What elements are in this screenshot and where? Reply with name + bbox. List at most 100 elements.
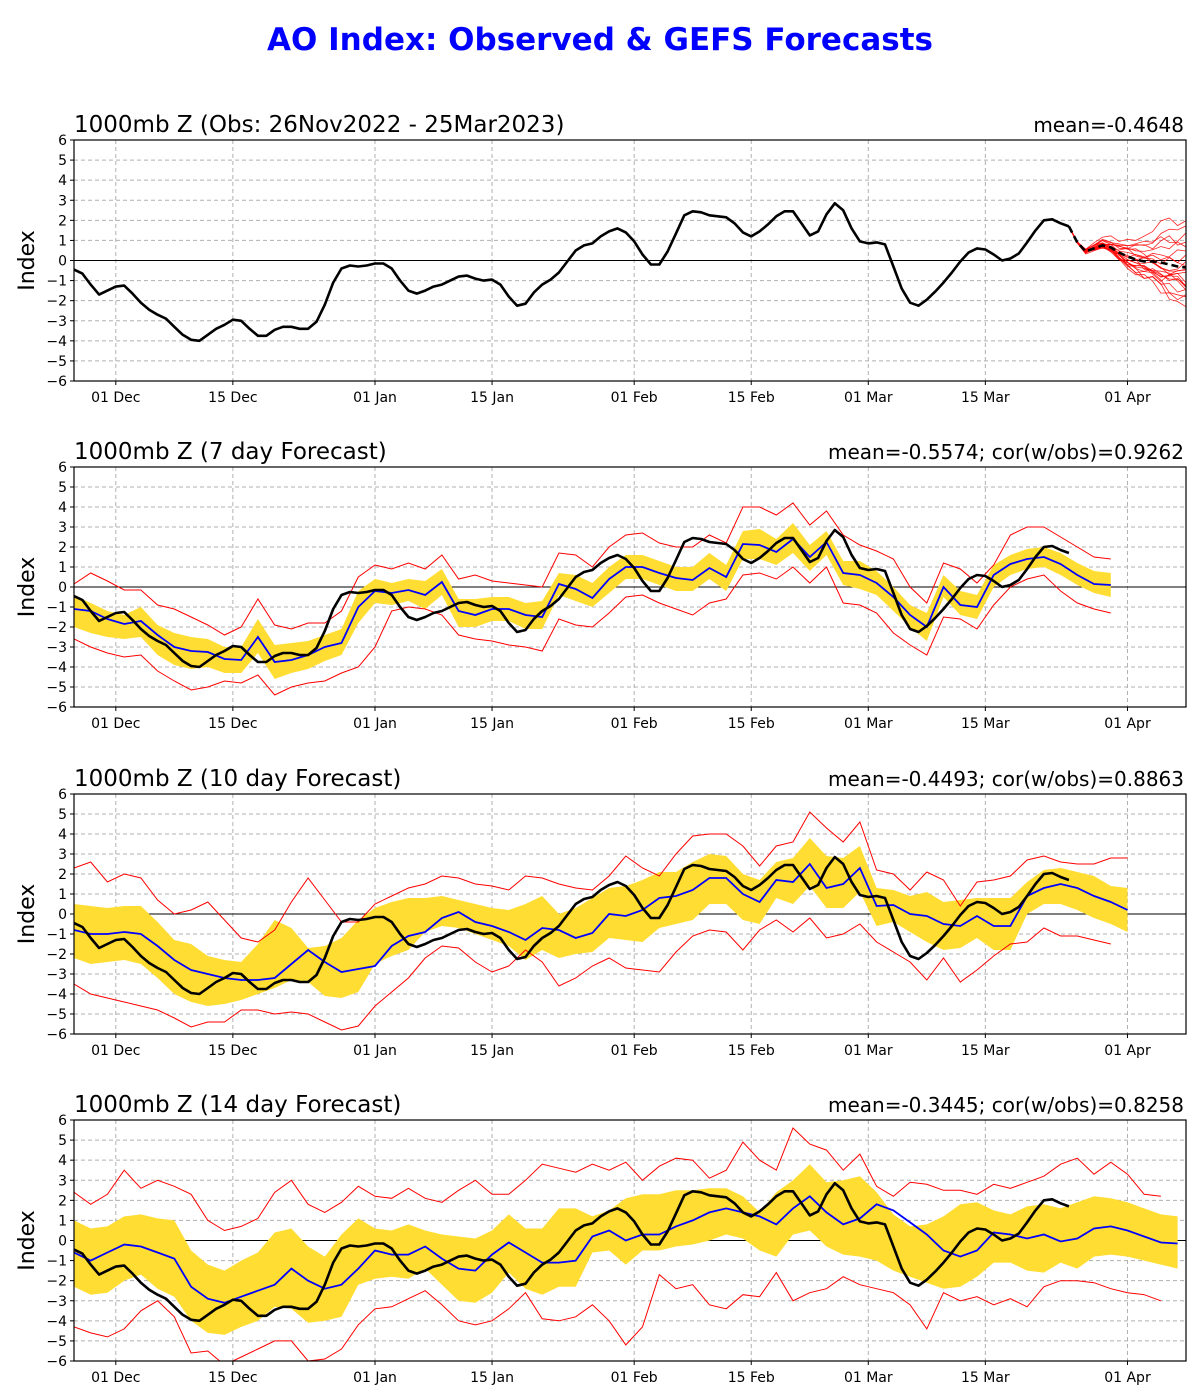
y-tick-label: −5 [46,354,67,370]
y-axis-label: Index [15,884,40,945]
y-tick-label: 5 [58,807,67,823]
y-tick-label: −2 [46,1274,67,1290]
y-tick-label: 1 [58,887,67,903]
y-tick-label: 5 [58,1133,67,1149]
x-tick-label: 15 Mar [961,1043,1010,1059]
panel-7day: 6 5 4 3 2 1 0 −1 −2 −3 −4 −5 −6 01 Dec 15 Dec 01 Jan 15 … [15,439,1187,732]
x-tick-label: 15 Dec [208,1043,257,1059]
y-tick-label: 6 [58,787,67,803]
y-tick-label: −5 [46,1334,67,1350]
ensemble-member-line [1068,226,1186,301]
panel-title: 1000mb Z (Obs: 26Nov2022 - 25Mar2023) [74,112,564,138]
y-tick-label: 2 [58,540,67,556]
x-tick-label: 01 Jan [353,1043,397,1059]
x-tick-label: 01 Feb [611,1370,658,1386]
plot-area [74,202,1186,343]
x-tick-label: 15 Feb [728,1370,775,1386]
x-tick-label: 15 Feb [728,390,775,406]
panel-title: 1000mb Z (14 day Forecast) [74,1092,401,1118]
panel-title: 1000mb Z (7 day Forecast) [74,439,387,465]
ensemble-mean-line [74,1195,1178,1304]
x-tick-label: 01 Mar [844,390,893,406]
x-tick-label: 01 Apr [1104,1370,1151,1386]
y-axis-label: Index [15,1210,40,1271]
spread-band [74,1164,1178,1335]
x-tick-label: 01 Jan [353,390,397,406]
x-tick-label: 01 Mar [844,716,893,732]
ensemble-member-line [1068,225,1186,251]
y-tick-label: 6 [58,133,67,149]
x-tick-label: 15 Jan [470,1370,514,1386]
y-tick-label: 3 [58,847,67,863]
observed-line [74,1182,1070,1323]
y-tick-label: −6 [46,374,67,390]
ensemble-min-line [74,1271,1162,1361]
x-tick-label: 01 Apr [1104,390,1151,406]
y-tick-label: −5 [46,1007,67,1023]
y-tick-label: 4 [58,500,67,516]
x-tick-label: 01 Feb [611,1043,658,1059]
x-tick-label: 01 Mar [844,1043,893,1059]
y-tick-label: 3 [58,520,67,536]
panel-stat: mean=-0.4493; cor(w/obs)=0.8863 [828,767,1184,791]
y-tick-label: −1 [46,600,67,616]
y-tick-label: −2 [46,947,67,963]
x-tick-label: 01 Apr [1104,716,1151,732]
y-tick-label: 2 [58,867,67,883]
y-axis-label: Index [15,557,40,618]
ensemble-member-line [1068,217,1186,250]
y-tick-label: −3 [46,967,67,983]
y-tick-label: 0 [58,254,67,270]
ensemble-member-line [1068,226,1186,272]
y-axis-label: Index [15,230,40,291]
x-tick-label: 15 Mar [961,716,1010,732]
panel-stat: mean=-0.3445; cor(w/obs)=0.8258 [828,1093,1184,1117]
spread-band [74,523,1111,679]
panel-stat: mean=-0.4648 [1033,113,1184,137]
observed-line [74,202,1070,343]
x-tick-label: 15 Dec [208,716,257,732]
y-tick-label: −6 [46,1027,67,1043]
ensemble-mean-dashed-line [1067,225,1186,269]
y-tick-label: −2 [46,620,67,636]
y-tick-label: −3 [46,314,67,330]
y-tick-label: 3 [58,193,67,209]
y-tick-label: 6 [58,1113,67,1129]
x-tick-label: 01 Feb [611,390,658,406]
y-tick-label: −2 [46,294,67,310]
x-tick-label: 15 Jan [470,1043,514,1059]
y-tick-label: −6 [46,1354,67,1370]
y-tick-label: 2 [58,1193,67,1209]
y-tick-label: 4 [58,173,67,189]
y-tick-label: −4 [46,660,67,676]
y-tick-label: 6 [58,460,67,476]
y-tick-label: −6 [46,700,67,716]
y-tick-label: −3 [46,1294,67,1310]
x-tick-label: 15 Feb [728,716,775,732]
panel-14day: 6 5 4 3 2 1 0 −1 −2 −3 −4 −5 −6 01 Dec 15 Dec 01 Jan 15 … [15,1092,1187,1386]
x-tick-label: 15 Dec [208,1370,257,1386]
x-tick-label: 15 Mar [961,390,1010,406]
spread-band [74,838,1128,1006]
x-tick-label: 01 Mar [844,1370,893,1386]
y-tick-label: 0 [58,580,67,596]
x-tick-label: 15 Jan [470,716,514,732]
y-tick-label: 4 [58,1153,67,1169]
x-tick-label: 01 Feb [611,716,658,732]
observed-line [74,528,1070,669]
y-tick-label: −4 [46,987,67,1003]
plot-area [74,1127,1178,1361]
plot-area [74,811,1128,1031]
y-tick-label: −4 [46,1314,67,1330]
panel-10day: 6 5 4 3 2 1 0 −1 −2 −3 −4 −5 −6 01 Dec 15 Dec 01 Jan 15 … [15,766,1187,1059]
x-tick-label: 01 Dec [91,1370,140,1386]
y-tick-label: −3 [46,640,67,656]
main-title: AO Index: Observed & GEFS Forecasts [267,22,933,58]
y-tick-label: −1 [46,274,67,290]
panel-title: 1000mb Z (10 day Forecast) [74,766,401,792]
observed-line [74,855,1070,996]
y-tick-label: 0 [58,907,67,923]
y-tick-label: 1 [58,1213,67,1229]
y-tick-label: 5 [58,153,67,169]
y-tick-label: −1 [46,1254,67,1270]
